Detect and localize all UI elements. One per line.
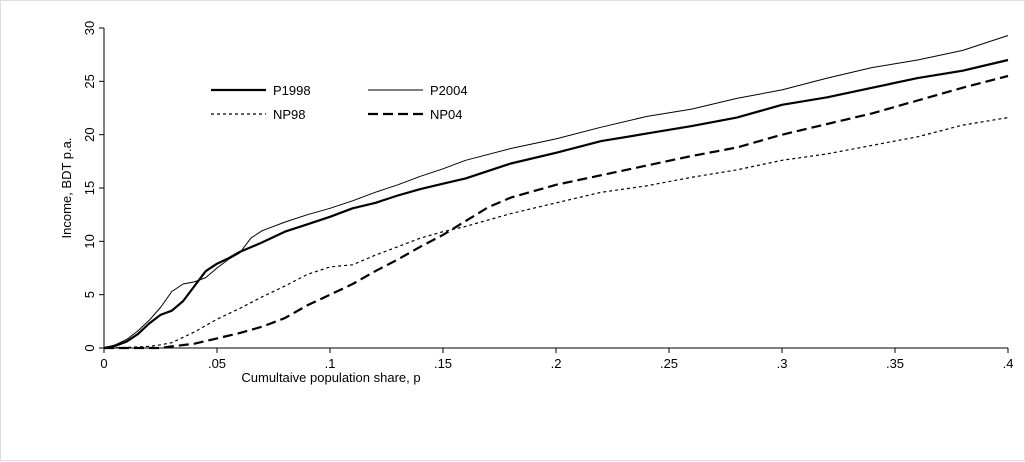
x-tick-label: .4 [1003, 356, 1014, 371]
x-tick-label: .15 [434, 356, 452, 371]
x-tick-label: .1 [325, 356, 336, 371]
x-tick-label: .25 [660, 356, 678, 371]
y-tick-label: 20 [82, 127, 97, 141]
y-tick-label: 0 [82, 344, 97, 351]
series-line-np04 [104, 74, 1009, 350]
series-line-np98 [103, 117, 1009, 349]
legend-label-np98: NP98 [273, 107, 306, 122]
y-tick-label: 5 [82, 291, 97, 298]
legend: P1998 P2004 NP98 NP04 [211, 83, 468, 122]
axes: 0 .05 .1 .15 .2 .25 .3 .35 .4 0 5 10 15 20 25 30 Cumul… [59, 21, 1013, 385]
legend-label-p2004: P2004 [430, 83, 468, 98]
y-tick-label: 15 [82, 181, 97, 195]
x-tick-label: .3 [777, 356, 788, 371]
series-line-p2004 [103, 35, 1009, 349]
y-axis-ticks: 0 5 10 15 20 25 30 [82, 21, 104, 352]
x-axis-ticks: 0 .05 .1 .15 .2 .25 .3 .35 .4 [100, 348, 1013, 371]
y-tick-label: 25 [82, 74, 97, 88]
y-tick-label: 10 [82, 234, 97, 248]
x-axis-title: Cumultaive population share, p [241, 370, 420, 385]
legend-label-np04: NP04 [430, 107, 463, 122]
series-line-p1998 [103, 58, 1009, 350]
x-tick-label: .05 [208, 356, 226, 371]
legend-label-p1998: P1998 [273, 83, 311, 98]
y-axis-title: Income, BDT p.a. [59, 138, 74, 239]
x-tick-label: .35 [886, 356, 904, 371]
series-layer [103, 35, 1009, 350]
y-tick-label: 30 [82, 21, 97, 35]
x-tick-label: 0 [100, 356, 107, 371]
x-tick-label: .2 [551, 356, 562, 371]
